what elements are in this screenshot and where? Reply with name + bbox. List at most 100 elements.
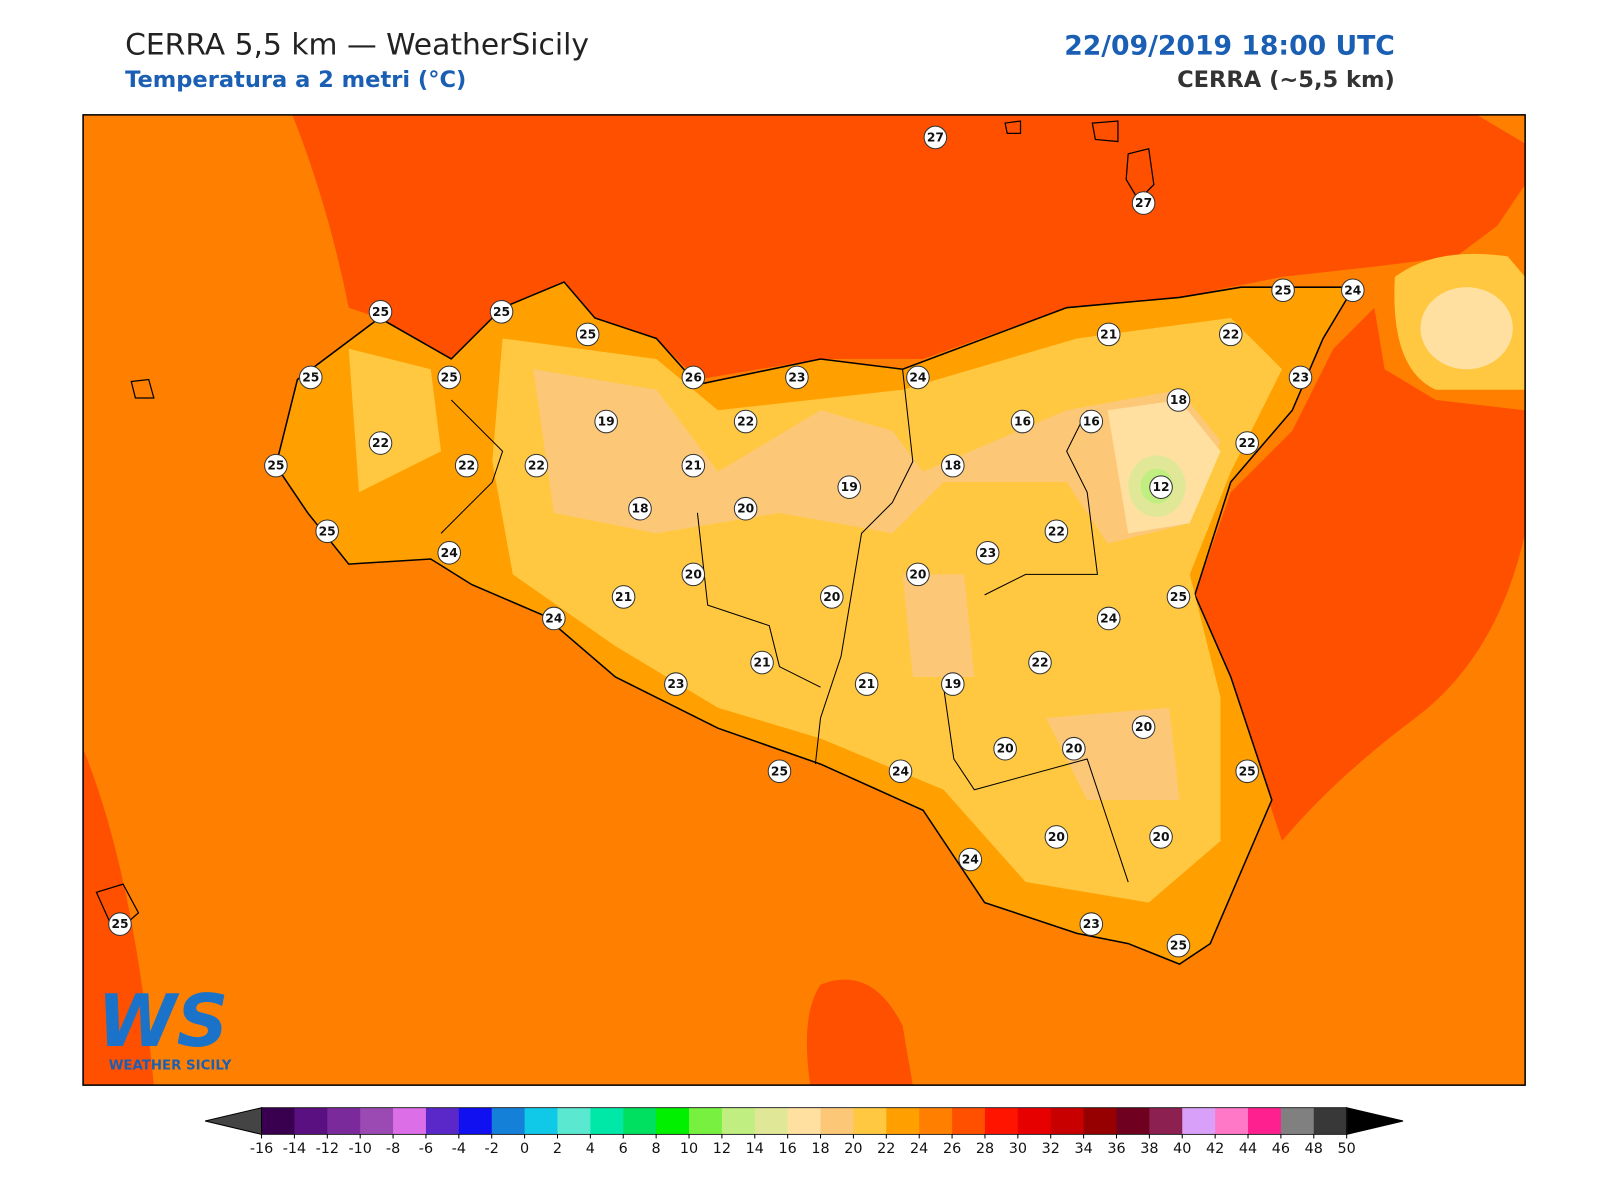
cool-area: [533, 369, 1221, 800]
colorbar-tick-label: 46: [1272, 1141, 1290, 1157]
station-marker: [1149, 825, 1173, 849]
colorbar-swatch: [590, 1107, 624, 1135]
station-value: 27: [927, 130, 944, 144]
station-marker: [854, 672, 879, 696]
station-marker: [315, 519, 339, 544]
station-value: 20: [685, 567, 702, 581]
station-marker: [1166, 585, 1191, 609]
station-value: 18: [631, 502, 648, 516]
station-value: 22: [528, 459, 545, 473]
colorbar-tick-label: 44: [1239, 1141, 1257, 1157]
station-marker: [1288, 365, 1313, 390]
station-value: 20: [909, 567, 926, 581]
station-marker: [1235, 759, 1259, 784]
station-value: 22: [1239, 436, 1256, 450]
colorbar-swatch: [1182, 1107, 1216, 1135]
station-value: 16: [1083, 415, 1100, 429]
subtitle: Temperatura a 2 metri (°C): [125, 67, 466, 93]
station-marker: [1341, 278, 1365, 303]
colorbar-swatch: [1149, 1107, 1183, 1135]
colorbar-tick-label: 18: [811, 1141, 829, 1157]
colorbar-tick-label: -12: [316, 1141, 339, 1157]
station-value: 18: [1170, 393, 1187, 407]
colorbar-extend-low: [205, 1107, 263, 1136]
station-marker: [819, 585, 844, 609]
station-marker: [923, 125, 948, 150]
colorbar-tick-label: 48: [1305, 1141, 1323, 1157]
station-marker: [1010, 409, 1035, 434]
station-marker: [628, 496, 652, 521]
colorbar-tick-label: 34: [1074, 1141, 1092, 1157]
colorbar-tick-label: 22: [877, 1141, 895, 1157]
warm-sea: [1194, 307, 1526, 842]
station-value: 25: [302, 370, 319, 384]
station-value: 23: [979, 546, 996, 560]
station-marker: [906, 365, 930, 390]
colorbar-extend-high: [1346, 1107, 1404, 1136]
station-marker: [888, 759, 913, 784]
station-value: 23: [1292, 370, 1309, 384]
colorbar-tick-label: 42: [1206, 1141, 1224, 1157]
station-value: 25: [441, 370, 458, 384]
model: CERRA (~5,5 km): [1177, 67, 1395, 93]
station-value: 26: [685, 370, 702, 384]
station-value: 24: [962, 852, 979, 866]
island: [95, 120, 1155, 935]
station-marker: [437, 365, 462, 390]
colorbar-tick-label: 16: [779, 1141, 797, 1157]
station-value: 20: [997, 742, 1014, 756]
station-marker: [1131, 715, 1156, 739]
station-marker: [1131, 191, 1156, 215]
station-value: 19: [841, 480, 858, 494]
colorbar-swatch: [656, 1107, 690, 1135]
station-marker: [837, 475, 862, 499]
station-value: 23: [1083, 917, 1100, 931]
station-marker: [594, 409, 618, 434]
station-marker: [1149, 475, 1173, 499]
colorbar-tick-label: -16: [250, 1141, 273, 1157]
station-marker: [1079, 912, 1104, 936]
station-value: 22: [1048, 524, 1065, 538]
title: CERRA 5,5 km — WeatherSicily: [125, 27, 589, 62]
colorbar-swatch: [1280, 1107, 1315, 1135]
colorbar-swatch: [984, 1107, 1019, 1135]
station-marker: [298, 365, 323, 390]
colorbar-tick-label: 38: [1140, 1141, 1158, 1157]
colorbar-tick-label: 2: [553, 1141, 562, 1157]
colorbar-tick-label: 0: [520, 1141, 529, 1157]
datetime: 22/09/2019 18:00 UTC: [1064, 30, 1395, 61]
station-value: 24: [1100, 611, 1117, 625]
station-value: 20: [737, 502, 754, 516]
warm-sea: [292, 114, 1526, 380]
station-marker: [975, 541, 1000, 565]
station-value: 25: [1275, 283, 1292, 297]
station-value: 25: [493, 305, 510, 319]
station-value: 24: [909, 370, 926, 384]
map: [82, 114, 1526, 1086]
colorbar-swatch: [425, 1107, 460, 1135]
station-value: 23: [788, 370, 805, 384]
colorbar: -16 -14 -12 -10 -8 -6 -4 -2 0 2 4 6 8 10 12 14 16 18 20 22 2…: [205, 1107, 1404, 1157]
station-marker: [108, 912, 132, 936]
colorbar-tick-label: 6: [619, 1141, 628, 1157]
colorbar-swatch: [1083, 1107, 1118, 1135]
station-value: 20: [1135, 720, 1152, 734]
station-value: 12: [1152, 480, 1169, 494]
station-marker: [611, 585, 636, 609]
colorbar-swatch: [294, 1107, 328, 1135]
colorbar-swatch: [524, 1107, 558, 1135]
station-marker: [767, 759, 792, 784]
station-marker: [368, 431, 393, 455]
warm-sea: [83, 748, 913, 1086]
station-value: 21: [615, 590, 632, 604]
station-value: 25: [1170, 939, 1187, 953]
colorbar-tick-label: 28: [976, 1141, 994, 1157]
colorbar-tick-label: 10: [680, 1141, 698, 1157]
station-marker: [524, 453, 549, 478]
logo-name: WEATHER SICILY: [109, 1059, 232, 1074]
colorbar-swatch: [393, 1107, 427, 1135]
station-marker: [454, 453, 479, 478]
colorbar-swatch: [557, 1107, 591, 1135]
